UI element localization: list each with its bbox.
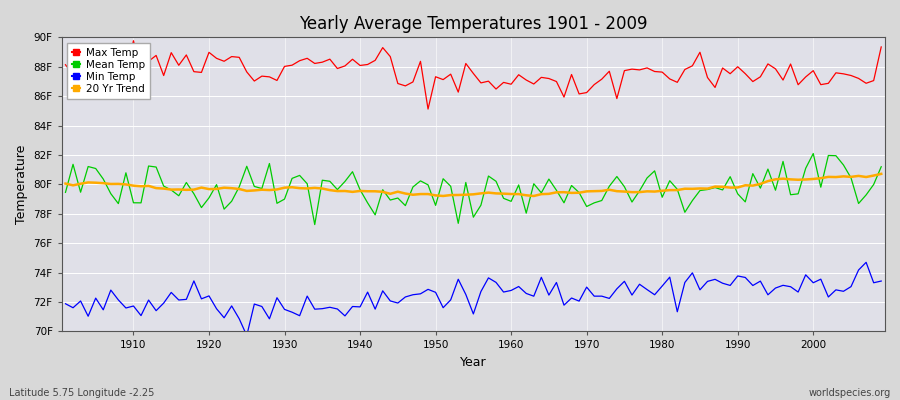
Y-axis label: Temperature: Temperature bbox=[15, 145, 28, 224]
Legend: Max Temp, Mean Temp, Min Temp, 20 Yr Trend: Max Temp, Mean Temp, Min Temp, 20 Yr Tre… bbox=[67, 42, 150, 99]
Text: worldspecies.org: worldspecies.org bbox=[809, 388, 891, 398]
Title: Yearly Average Temperatures 1901 - 2009: Yearly Average Temperatures 1901 - 2009 bbox=[299, 15, 648, 33]
X-axis label: Year: Year bbox=[460, 356, 487, 369]
Text: Latitude 5.75 Longitude -2.25: Latitude 5.75 Longitude -2.25 bbox=[9, 388, 155, 398]
